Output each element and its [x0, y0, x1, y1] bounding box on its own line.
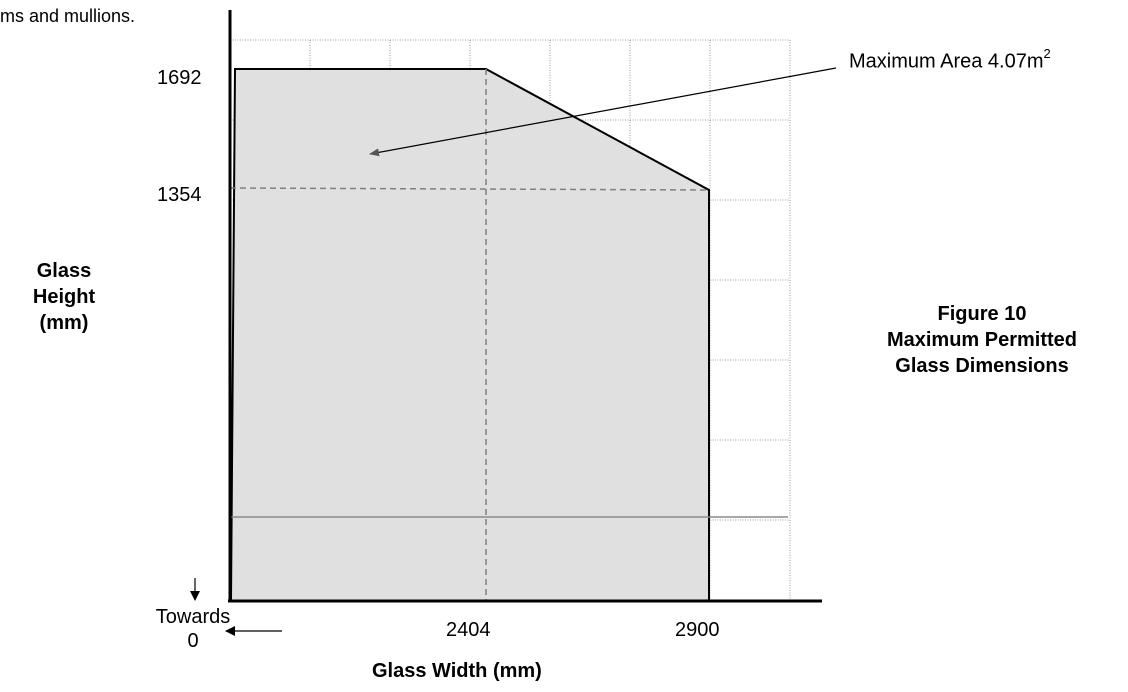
permitted-area-fill — [231, 69, 709, 600]
truncated-top-text: ms and mullions. — [0, 6, 136, 26]
towards-zero-label: Towards 0 — [140, 605, 246, 653]
y-axis-label-line: (mm) — [39, 312, 89, 334]
max-area-annotation: Maximum Area 4.07m2 — [849, 46, 1051, 74]
y-tick-label-1692: 1692 — [157, 67, 202, 89]
max-area-callout-arrow — [369, 67, 837, 157]
y-axis-label: Glass Height (mm) — [0, 258, 128, 336]
caption-line-3: Glass Dimensions — [895, 355, 1069, 377]
x-tick-label-2404: 2404 — [446, 619, 491, 641]
series-layer — [229, 68, 788, 601]
axis-layer — [228, 10, 822, 603]
y-axis-label-line: Glass — [36, 260, 92, 282]
y-axis-label-line: Height — [32, 286, 96, 308]
x-tick-label-2900: 2900 — [675, 619, 720, 641]
caption-line-1: Figure 10 — [937, 303, 1027, 325]
max-area-superscript: 2 — [1043, 46, 1051, 61]
annotation-layer — [190, 67, 837, 636]
towards-text: Towards — [155, 606, 231, 628]
caption-line-2: Maximum Permitted — [886, 329, 1078, 351]
max-area-text: Maximum Area 4.07m — [849, 50, 1044, 73]
x-axis-label: Glass Width (mm) — [372, 660, 542, 682]
y-tick-label-1354: 1354 — [157, 184, 202, 206]
figure-caption: Figure 10 Maximum Permitted Glass Dimens… — [856, 301, 1108, 379]
zero-text: 0 — [187, 630, 199, 652]
